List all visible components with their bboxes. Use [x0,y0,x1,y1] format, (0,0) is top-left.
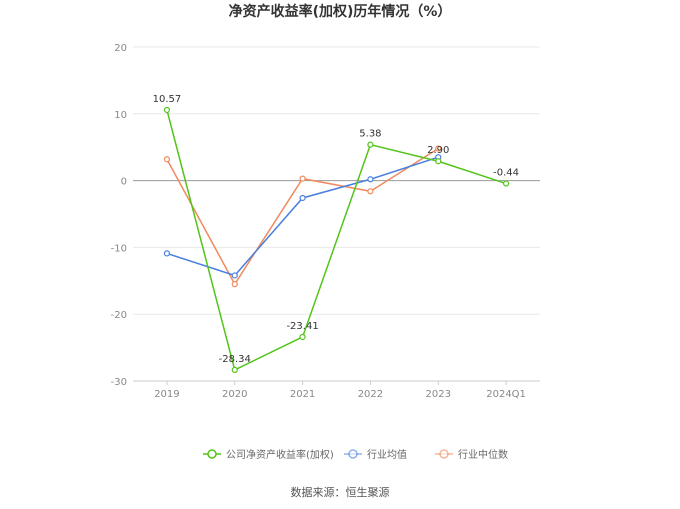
legend-label[interactable]: 行业均值 [367,448,407,461]
data-point[interactable] [163,250,171,257]
data-point[interactable] [502,180,510,187]
data-label: -0.44 [493,168,519,179]
data-label: -23.41 [286,321,318,332]
series-line [166,109,507,371]
data-point[interactable] [367,188,374,195]
data-point[interactable] [367,141,374,148]
data-point[interactable] [231,366,238,374]
chart-title: 净资产收益率(加权)历年情况（%） [229,3,452,20]
x-tick-label: 2024Q1 [486,389,526,400]
series-group [163,106,510,374]
x-tick-label: 2021 [290,389,315,400]
data-source: 数据来源：恒生聚源 [291,485,390,499]
data-point[interactable] [299,333,306,341]
x-axis-labels: 2019 2020 2021 2022 2023 2024Q1 [154,381,526,400]
data-point[interactable] [435,158,442,165]
data-point[interactable] [231,272,238,279]
legend-marker [439,449,449,459]
legend-label[interactable]: 行业中位数 [458,448,508,461]
y-tick-label: -30 [111,377,127,388]
data-point[interactable] [435,145,442,152]
data-label: 10.57 [153,94,182,105]
y-tick-label: -20 [111,310,127,321]
x-tick-label: 2019 [154,389,179,400]
data-point[interactable] [231,281,238,288]
x-tick-label: 2023 [426,389,451,400]
data-point[interactable] [163,156,171,163]
y-tick-label: -10 [111,243,127,254]
data-point[interactable] [299,194,306,202]
legend-marker [207,449,217,459]
y-axis-labels: 20 10 0 -10 -20 -30 [111,43,127,388]
data-point[interactable] [299,175,306,182]
y-tick-label: 10 [114,110,127,121]
y-tick-label: 20 [114,43,127,54]
data-label: 2.90 [427,145,449,156]
data-point[interactable] [163,106,171,114]
legend-marker [348,449,358,459]
data-point[interactable] [367,176,374,183]
grid [133,46,540,382]
legend-label[interactable]: 公司净资产收益率(加权) [226,448,334,461]
x-tick-label: 2020 [222,389,247,400]
data-label: 5.38 [359,129,381,140]
data-label: -28.34 [219,354,251,365]
legend[interactable]: 公司净资产收益率(加权) 行业均值 行业中位数 [203,448,508,461]
data-labels: 10.57 -28.34 -23.41 5.38 2.90 -0.44 [153,94,519,365]
y-tick-label: 0 [121,177,127,188]
x-tick-label: 2022 [358,389,383,400]
